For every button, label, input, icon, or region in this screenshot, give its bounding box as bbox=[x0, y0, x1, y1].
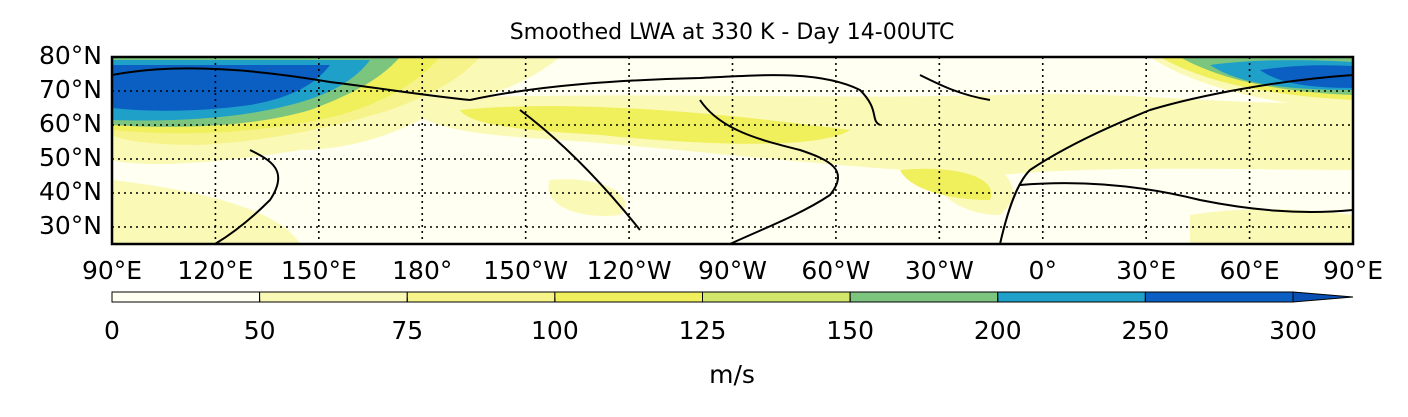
contour bbox=[460, 106, 850, 144]
x-tick-label: 90°E bbox=[1323, 256, 1383, 285]
x-tick-label: 60°W bbox=[801, 256, 870, 285]
colorbar-tick-label: 100 bbox=[531, 316, 579, 345]
colorbar-segment bbox=[702, 291, 851, 303]
colorbar-segment bbox=[1144, 291, 1294, 303]
colorbar-segment bbox=[849, 291, 999, 303]
y-tick-label: 40°N bbox=[39, 177, 102, 206]
colorbar-tick-label: 150 bbox=[826, 316, 874, 345]
colorbar-tick-label: 200 bbox=[974, 316, 1022, 345]
x-tick-label: 30°E bbox=[1116, 256, 1176, 285]
x-tick-label: 90°E bbox=[82, 256, 142, 285]
contour-field bbox=[112, 57, 1353, 244]
plot-frame bbox=[110, 55, 1355, 246]
contour bbox=[112, 180, 300, 244]
colorbar-segment bbox=[406, 291, 556, 303]
x-tick-label: 120°W bbox=[587, 256, 672, 285]
contour bbox=[1260, 65, 1353, 88]
colorbar-tick-label: 75 bbox=[391, 316, 423, 345]
x-tick-label: 120°E bbox=[177, 256, 253, 285]
colorbar-tick-label: 300 bbox=[1269, 316, 1317, 345]
x-tick-label: 90°W bbox=[698, 256, 767, 285]
chart-title: Smoothed LWA at 330 K - Day 14-00UTC bbox=[510, 20, 955, 45]
colorbar-tick-label: 0 bbox=[104, 316, 120, 345]
x-tick-label: 180° bbox=[392, 256, 452, 285]
x-tick-label: 30°W bbox=[905, 256, 974, 285]
x-tick-label: 150°E bbox=[281, 256, 357, 285]
contour bbox=[900, 168, 992, 200]
colorbar-extend bbox=[1292, 291, 1354, 303]
x-tick-label: 150°W bbox=[483, 256, 568, 285]
colorbar-segment bbox=[554, 291, 703, 303]
colorbar-tick-label: 125 bbox=[679, 316, 727, 345]
y-tick-label: 50°N bbox=[39, 143, 102, 172]
colorbar-segment bbox=[259, 291, 408, 303]
colorbar-tick-label: 250 bbox=[1122, 316, 1170, 345]
contour bbox=[548, 179, 626, 216]
contour bbox=[112, 65, 330, 111]
colorbar-segment bbox=[997, 291, 1146, 303]
x-tick-label: 60°E bbox=[1220, 256, 1280, 285]
colorbar-tick-label: 50 bbox=[244, 316, 276, 345]
colorbar-segment bbox=[111, 291, 261, 303]
colorbar-label: m/s bbox=[709, 360, 755, 389]
x-tick-label: 0° bbox=[1029, 256, 1057, 285]
y-tick-label: 70°N bbox=[39, 75, 102, 104]
grid bbox=[111, 56, 1354, 244]
y-tick-label: 60°N bbox=[39, 109, 102, 138]
y-tick-label: 30°N bbox=[39, 211, 102, 240]
y-tick-label: 80°N bbox=[39, 41, 102, 70]
